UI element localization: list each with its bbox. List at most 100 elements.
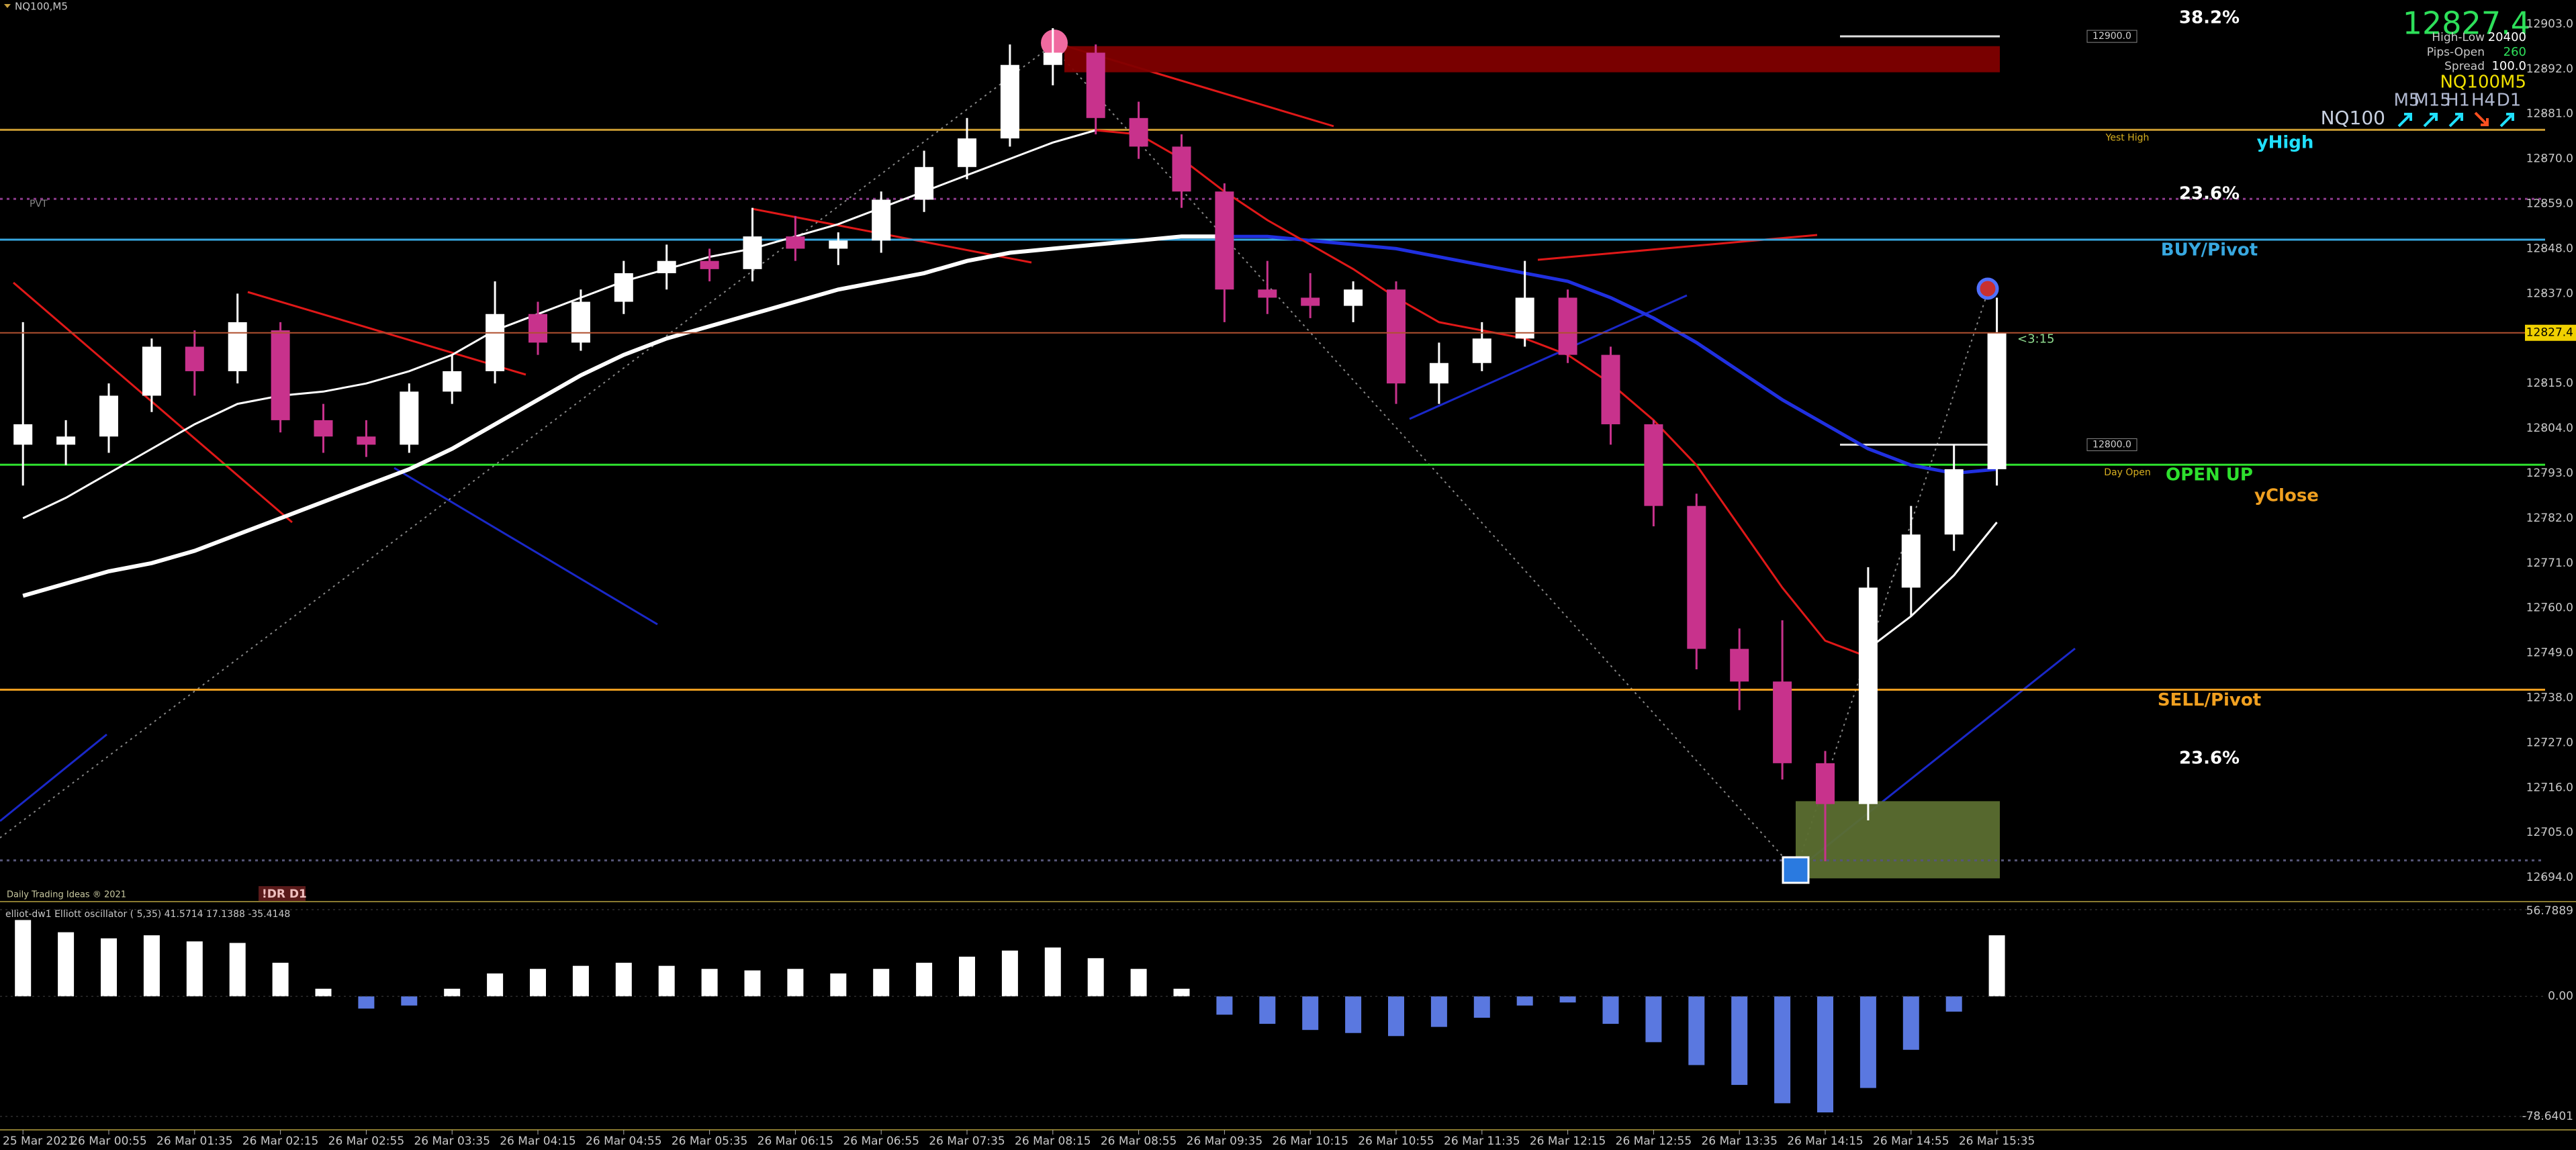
x-tick-label: 26 Mar 10:55 xyxy=(1358,1135,1434,1148)
candle-body xyxy=(357,436,376,445)
oscillator-bar xyxy=(1430,996,1447,1027)
countdown: <3:15 xyxy=(2017,332,2055,346)
y-tick-label: 12848.0 xyxy=(2526,242,2573,255)
x-tick-label: 26 Mar 07:35 xyxy=(929,1135,1005,1148)
symbol-icon xyxy=(4,4,11,8)
candle-body xyxy=(1687,506,1706,649)
x-tick-label: 26 Mar 04:15 xyxy=(500,1135,576,1148)
y-tick-label: 12782.0 xyxy=(2526,512,2573,525)
round-label: 12900.0 xyxy=(2092,31,2131,42)
oscillator-bar xyxy=(444,988,461,997)
zigzag xyxy=(0,44,1988,872)
oscillator-bar xyxy=(1731,996,1748,1086)
y-tick-label: 12837.0 xyxy=(2526,287,2573,300)
candle-body xyxy=(228,322,247,371)
y-tick-label: 12815.0 xyxy=(2526,377,2573,390)
candle-body xyxy=(743,236,762,269)
yclose-label: yClose xyxy=(2254,486,2319,506)
candle-body xyxy=(1387,289,1406,384)
drawings xyxy=(0,44,2545,879)
oscillator-bar xyxy=(1302,996,1319,1031)
oscillator-bar xyxy=(1945,996,1962,1012)
y-tick-label: 12694.0 xyxy=(2526,871,2573,884)
timeframe: H4 xyxy=(2471,91,2495,111)
y-tick-label: 12804.0 xyxy=(2526,422,2573,435)
oscillator-bar xyxy=(1988,935,2005,997)
fib-label: 23.6% xyxy=(2179,184,2240,204)
y-tick-label: 12892.0 xyxy=(2526,62,2573,76)
candle-body xyxy=(872,199,891,241)
oscillator-bar xyxy=(1087,958,1104,997)
round-label-box xyxy=(2086,438,2137,451)
x-tick-label: 26 Mar 00:55 xyxy=(71,1135,147,1148)
x-tick-label: 26 Mar 06:15 xyxy=(757,1135,834,1148)
timeframe: D1 xyxy=(2497,91,2522,111)
oscillator-bar xyxy=(272,963,289,997)
round-label-box xyxy=(2086,30,2137,43)
candle-body xyxy=(486,314,505,371)
x-tick-label: 26 Mar 02:55 xyxy=(328,1135,405,1148)
candle-body xyxy=(1043,52,1062,65)
x-tick-label: 26 Mar 08:55 xyxy=(1101,1135,1177,1148)
candle-body xyxy=(56,436,76,445)
oscillator-bar xyxy=(959,957,975,997)
x-tick-label: 26 Mar 03:35 xyxy=(414,1135,490,1148)
trend-line xyxy=(394,467,658,626)
symbol: NQ100,M5 xyxy=(15,1,68,13)
candle-body xyxy=(571,301,590,343)
oscillator-bar xyxy=(1516,996,1533,1006)
candle-body xyxy=(1429,363,1448,384)
trend-arrow xyxy=(2474,111,2489,126)
oscillator-bar xyxy=(1345,996,1362,1033)
x-tick-label: 26 Mar 12:55 xyxy=(1616,1135,1692,1148)
oscillator-bar xyxy=(101,938,117,997)
level-label: BUY/Pivot xyxy=(2161,240,2258,260)
y-tick-label: 12705.0 xyxy=(2526,826,2573,839)
level-tag: Day Open xyxy=(2104,467,2151,478)
candle-body xyxy=(1301,297,1320,306)
price-readout: 12827.4 xyxy=(2403,5,2530,42)
candle-body xyxy=(314,420,333,437)
info-value: 100.0 xyxy=(2491,59,2526,73)
candle-body xyxy=(1558,297,1577,355)
trend-line xyxy=(751,207,1032,264)
copyright: Daily Trading Ideas ® 2021 xyxy=(7,890,126,900)
oscillator-bar xyxy=(315,988,332,997)
info-label: Spread xyxy=(2444,60,2485,73)
oscillator-bar xyxy=(1902,996,1919,1050)
x-tick-label: 26 Mar 05:35 xyxy=(672,1135,748,1148)
price-box xyxy=(2525,324,2576,341)
yhigh-label: yHigh xyxy=(2257,133,2314,153)
x-tick-label: 26 Mar 04:55 xyxy=(586,1135,662,1148)
y-tick-label: 12749.0 xyxy=(2526,646,2573,660)
oscillator-bar xyxy=(143,935,160,997)
timeframe: M15 xyxy=(2413,91,2451,111)
zone xyxy=(1064,46,2000,73)
x-tick-label: 26 Mar 10:15 xyxy=(1272,1135,1348,1148)
candle-body xyxy=(1000,64,1019,139)
oscillator-bar xyxy=(1859,996,1876,1088)
oscillator-bar xyxy=(787,969,804,997)
oscillator-bar xyxy=(401,996,418,1006)
oscillator-bar xyxy=(1688,996,1705,1065)
trend-arrow xyxy=(2397,113,2412,128)
y-tick-label: 12760.0 xyxy=(2526,602,2573,615)
info-value: 20400 xyxy=(2488,30,2526,44)
oscillator-bar xyxy=(830,973,847,997)
candle-body xyxy=(528,314,547,343)
candle-body xyxy=(1086,52,1105,118)
candle-body xyxy=(1215,191,1234,290)
candle-body xyxy=(1858,587,1878,804)
candle-body xyxy=(1515,297,1534,339)
candle-body xyxy=(185,346,204,371)
oscillator-bar xyxy=(658,965,675,997)
candle-body xyxy=(142,346,161,396)
candle-body xyxy=(1601,354,1620,424)
oscillator-bar xyxy=(1044,947,1061,997)
level-tag: PVT xyxy=(30,199,48,209)
candle-body xyxy=(13,424,33,445)
oscillator-bar xyxy=(1216,996,1233,1015)
